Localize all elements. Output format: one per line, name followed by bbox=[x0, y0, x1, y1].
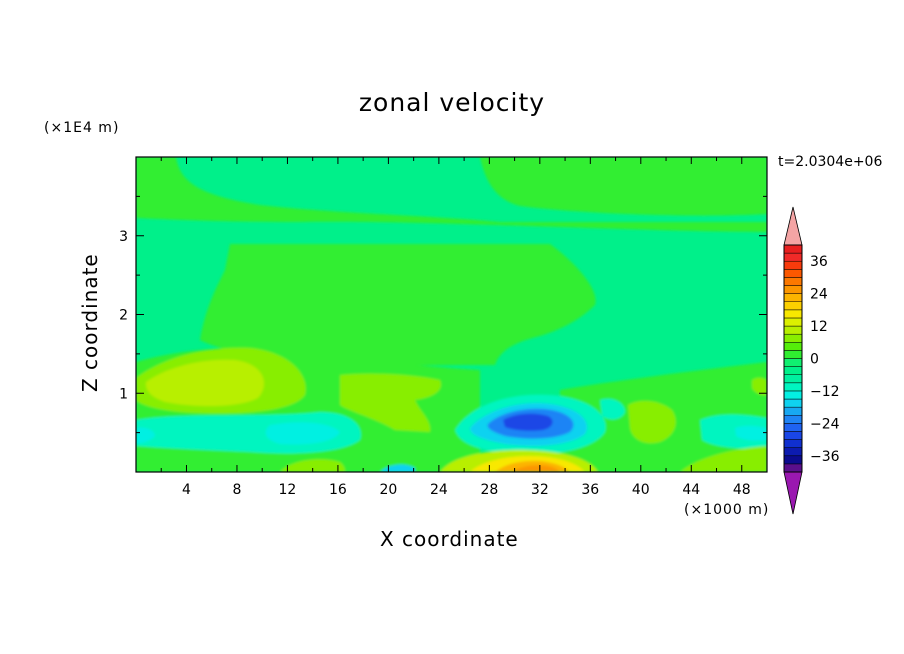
x-tick-label: 32 bbox=[531, 482, 549, 498]
colorbar-swatch bbox=[783, 398, 803, 408]
x-axis-label: X coordinate bbox=[380, 527, 519, 551]
colorbar-swatch bbox=[783, 317, 803, 327]
colorbar-under-arrow bbox=[783, 471, 803, 515]
colorbar-swatch bbox=[783, 415, 803, 424]
colorbar-swatch bbox=[783, 358, 803, 367]
chart-title: zonal velocity bbox=[358, 88, 546, 117]
colorbar-swatch bbox=[783, 260, 803, 270]
x-tick-label: 24 bbox=[430, 482, 448, 498]
colorbar-swatch bbox=[783, 423, 803, 432]
colorbar-swatch bbox=[783, 406, 803, 416]
y-ticks: 1 2 3 bbox=[119, 195, 767, 434]
bottom-positive-core bbox=[512, 465, 560, 472]
colorbar-swatch bbox=[783, 455, 803, 465]
upper-left-lobe bbox=[136, 157, 767, 232]
colorbar-tick-label: 36 bbox=[810, 254, 828, 270]
colorbar-frame bbox=[783, 244, 803, 473]
x-unit-label: (×1000 m) bbox=[684, 502, 770, 518]
colorbar-swatch bbox=[783, 293, 803, 302]
colorbar-tick-label: 0 bbox=[810, 352, 819, 368]
colorbar-swatch bbox=[783, 447, 803, 457]
central-negative-minimum bbox=[503, 413, 553, 431]
left-edge-negative bbox=[136, 427, 155, 444]
colorbar-swatch bbox=[783, 350, 803, 359]
upper-right-lobe bbox=[480, 157, 767, 216]
y-tick-label: 2 bbox=[119, 308, 128, 324]
colorbar-tick-label: −24 bbox=[810, 416, 840, 432]
y-tick-label: 1 bbox=[119, 386, 128, 402]
contour-field bbox=[136, 157, 767, 472]
x-tick-label: 36 bbox=[581, 482, 599, 498]
mid-positive-patch bbox=[340, 373, 441, 432]
colorbar-swatch bbox=[783, 252, 803, 262]
colorbar-swatch bbox=[783, 301, 803, 311]
time-stamp: t=2.0304e+06 bbox=[778, 154, 883, 170]
lower-left-negative-core bbox=[265, 422, 340, 445]
x-tick-label: 4 bbox=[182, 482, 191, 498]
colorbar-swatch bbox=[783, 269, 803, 278]
z-unit-label: (×1E4 m) bbox=[44, 120, 120, 136]
bottom-left-patch bbox=[280, 459, 345, 472]
x-tick-label: 20 bbox=[379, 482, 397, 498]
x-tick-label: 8 bbox=[232, 482, 241, 498]
y-axis-label: Z coordinate bbox=[78, 253, 102, 392]
colorbar-over-arrow bbox=[783, 206, 803, 246]
colorbar-swatch bbox=[783, 463, 803, 473]
right-positive-patch bbox=[628, 400, 676, 444]
right-edge-positive bbox=[752, 377, 767, 396]
colorbar-swatch bbox=[783, 244, 803, 254]
colorbar-swatch bbox=[783, 285, 803, 294]
colorbar-swatch bbox=[783, 325, 803, 335]
colorbar-swatch bbox=[783, 390, 803, 400]
left-jet-core bbox=[145, 359, 265, 407]
colorbar-swatch bbox=[783, 382, 803, 392]
x-tick-label: 28 bbox=[480, 482, 498, 498]
colorbar-swatch bbox=[783, 374, 803, 384]
x-tick-label: 44 bbox=[682, 482, 700, 498]
right-negative-1 bbox=[600, 398, 625, 420]
right-low-positive bbox=[680, 446, 767, 472]
y-tick-label: 3 bbox=[119, 229, 128, 245]
field-contours bbox=[136, 157, 767, 472]
colorbar-swatch bbox=[783, 342, 803, 351]
x-ticks: 4 8 12 16 20 24 28 32 36 40 44 48 bbox=[160, 157, 751, 498]
colorbar-swatch bbox=[783, 333, 803, 343]
x-tick-label: 48 bbox=[733, 482, 751, 498]
right-negative-core bbox=[735, 425, 767, 441]
colorbar-tick-label: −12 bbox=[810, 384, 840, 400]
colorbar-tick-label: 24 bbox=[810, 287, 828, 303]
colorbar-tick-label: 12 bbox=[810, 319, 828, 335]
colorbar-tick-label: −36 bbox=[810, 449, 840, 465]
central-region bbox=[200, 244, 596, 366]
colorbar-swatch bbox=[783, 439, 803, 448]
x-tick-label: 16 bbox=[329, 482, 347, 498]
colorbar-swatch bbox=[783, 366, 803, 375]
colorbar-swatch bbox=[783, 277, 803, 286]
colorbar-swatch bbox=[783, 309, 803, 319]
x-tick-label: 12 bbox=[279, 482, 297, 498]
x-tick-label: 40 bbox=[632, 482, 650, 498]
colorbar-swatch bbox=[783, 431, 803, 440]
colorbar: 36 24 12 0 −12 −24 −36 bbox=[783, 206, 840, 515]
